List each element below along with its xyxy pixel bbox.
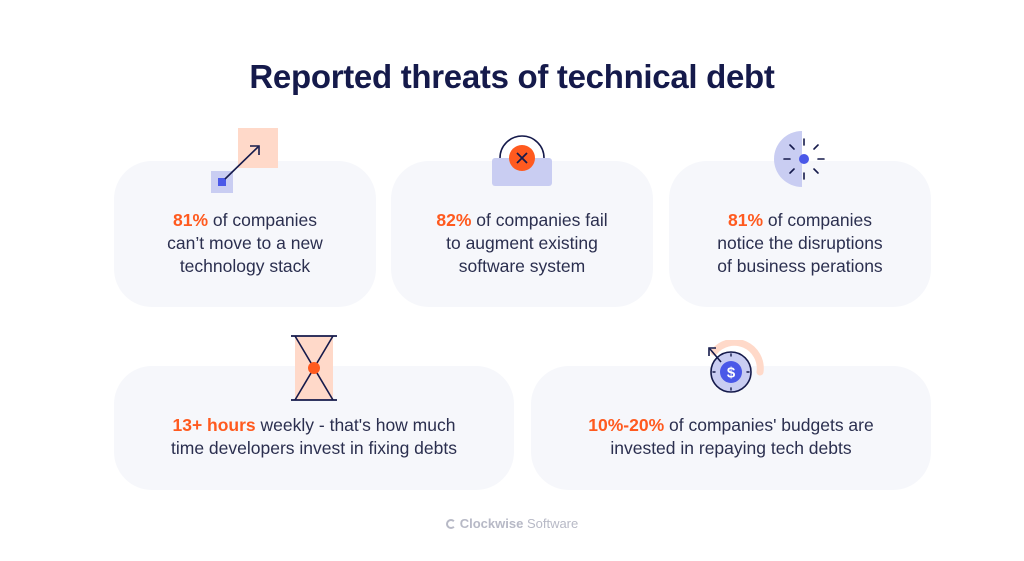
stat-highlight: 13+ hours <box>172 415 256 435</box>
laptop-error-icon <box>492 135 552 186</box>
hourglass-icon <box>291 335 337 401</box>
stat-card-text: 13+ hours weekly - that's how much time … <box>171 396 457 460</box>
stat-card-text: 10%-20% of companies' budgets are invest… <box>588 396 873 460</box>
brand-name-light: Software <box>523 516 579 531</box>
stat-text-line2: notice the disruptions <box>717 232 883 253</box>
stat-text-line3: technology stack <box>179 255 311 276</box>
dollar-gauge-icon: $ <box>708 340 764 393</box>
page-title: Reported threats of technical debt <box>249 58 775 95</box>
stat-card-text: 81% of companies notice the disruptions … <box>717 191 882 278</box>
stat-card-stack: 81% of companies can’t move to a new tec… <box>114 161 376 307</box>
stat-highlight: 81% <box>173 209 209 230</box>
stat-text-line1: of companies' budgets are <box>664 415 874 435</box>
stat-text-line2: time developers invest in fixing debts <box>171 438 457 458</box>
brand-logo: Clockwise Software <box>0 516 1024 531</box>
stat-text-line2: invested in repaying tech debts <box>610 438 852 458</box>
stat-text-line1: weekly - that's how much <box>255 415 456 435</box>
stat-highlight: 82% <box>436 209 472 230</box>
stat-text-line3: software system <box>458 255 586 276</box>
stat-text-line2: to augment existing <box>446 232 598 253</box>
stat-card-text: 82% of companies fail to augment existin… <box>436 191 607 278</box>
stat-highlight: 81% <box>728 209 764 230</box>
stat-text-line1: of companies <box>208 209 317 230</box>
stat-text-line1: of companies <box>763 209 872 230</box>
stat-highlight: 10%-20% <box>588 415 665 435</box>
clockwise-logo-icon <box>445 519 456 529</box>
stat-card-text: 81% of companies can’t move to a new tec… <box>167 191 323 278</box>
stat-text-line3: of business perations <box>717 255 883 276</box>
stat-card-budget: 10%-20% of companies' budgets are invest… <box>531 366 931 490</box>
half-sun-icon <box>774 131 825 187</box>
stat-text-line2: can’t move to a new <box>167 232 323 253</box>
stat-card-disruptions: 81% of companies notice the disruptions … <box>669 161 931 307</box>
svg-text:$: $ <box>727 365 736 382</box>
stat-text-line1: of companies fail <box>471 209 608 230</box>
brand-name-bold: Clockwise <box>459 516 524 531</box>
arrow-diagonal-icon <box>211 128 278 193</box>
